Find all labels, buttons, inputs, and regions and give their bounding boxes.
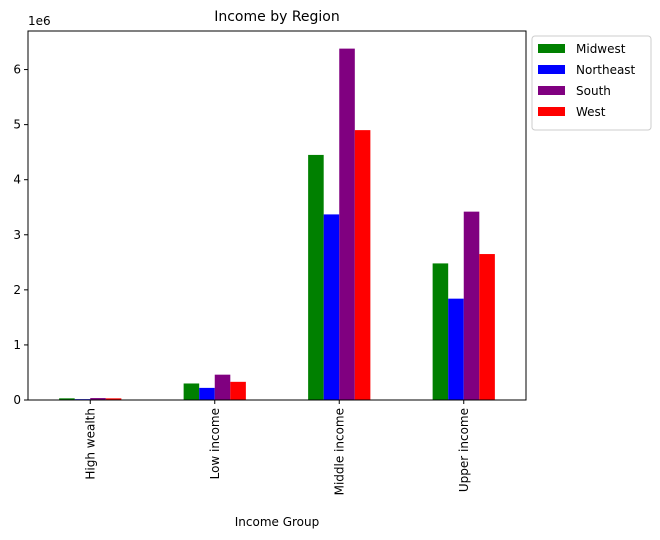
x-tick-label: Middle income [332, 408, 346, 495]
bar-midwest-2 [308, 154, 324, 400]
x-tick-label: High wealth [83, 408, 97, 480]
bar-northeast-2 [323, 214, 340, 400]
x-axis-label: Income Group [235, 515, 320, 529]
legend-label-south: South [576, 84, 611, 98]
bar-midwest-0 [59, 398, 75, 400]
legend-swatch-west [538, 107, 565, 116]
legend-label-west: West [576, 105, 606, 119]
y-tick-label: 4 [13, 173, 21, 187]
y-tick-label: 3 [13, 228, 21, 242]
x-tick-label: Low income [208, 408, 222, 479]
chart-title: Income by Region [214, 9, 340, 25]
bar-west-2 [354, 130, 371, 400]
plot-area: 0 1 2 3 4 5 6 High wealth Low income Middle incom… [13, 30, 527, 495]
legend-label-midwest: Midwest [576, 42, 626, 56]
y-axis-offset-label: 1e6 [28, 14, 51, 28]
y-tick-label: 5 [13, 118, 21, 132]
x-tick-label: Upper income [457, 408, 471, 492]
y-tick-label: 2 [13, 283, 21, 297]
bar-west-0 [105, 398, 122, 400]
bar-south-1 [214, 374, 231, 400]
bar-south-0 [90, 398, 106, 400]
y-tick-label: 1 [13, 338, 21, 352]
legend-swatch-midwest [538, 44, 565, 53]
bar-northeast-3 [448, 298, 464, 400]
bar-west-1 [230, 381, 246, 400]
bar-south-3 [463, 211, 480, 400]
legend-label-northeast: Northeast [576, 63, 636, 77]
bar-west-3 [479, 254, 495, 400]
legend-swatch-northeast [538, 65, 565, 74]
y-tick-label: 6 [13, 63, 21, 77]
bar-midwest-3 [432, 263, 449, 400]
legend-box [531, 35, 652, 131]
legend: Midwest Northeast South West [531, 35, 652, 131]
legend-swatch-south [538, 86, 565, 95]
bar-south-2 [339, 48, 355, 401]
bar-northeast-1 [199, 387, 215, 400]
bar-midwest-1 [183, 383, 200, 400]
y-tick-label: 0 [13, 393, 21, 407]
axes-frame [27, 30, 527, 401]
